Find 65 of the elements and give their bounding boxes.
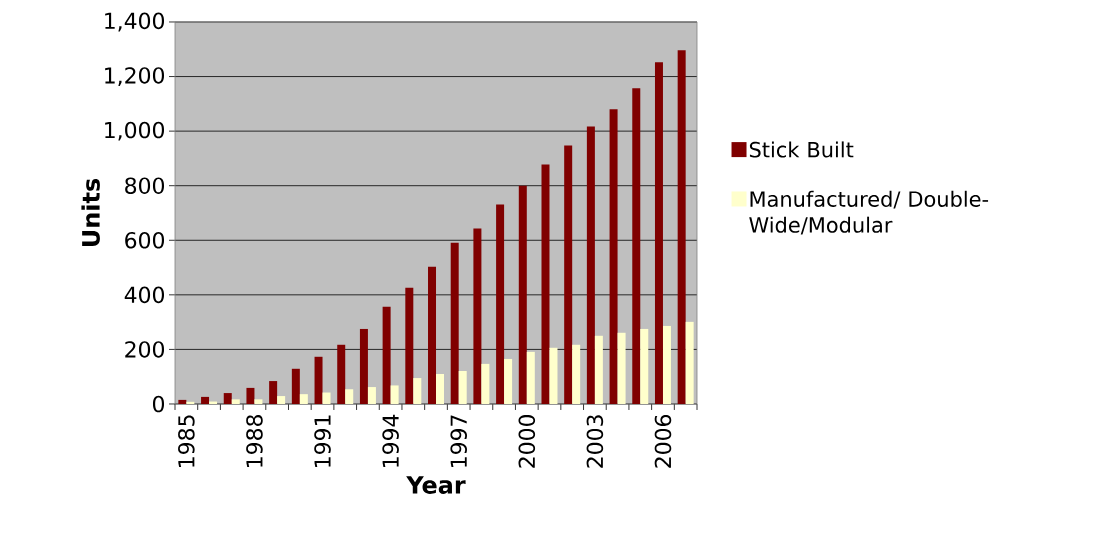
y-tick-label: 1,200 (105, 67, 165, 86)
y-tick-label: 1,000 (105, 121, 165, 141)
bar (541, 164, 550, 404)
bar (390, 385, 399, 404)
bar (314, 356, 323, 404)
x-tick-label: 1997 (450, 415, 467, 467)
bar (640, 328, 649, 404)
bar (572, 344, 581, 404)
bar (254, 399, 263, 404)
bar (277, 396, 286, 404)
bar (269, 381, 278, 404)
bar (632, 88, 641, 404)
bar (594, 335, 603, 404)
x-axis-title: Year (406, 476, 466, 494)
bar (246, 387, 255, 404)
bar (382, 306, 391, 404)
y-tick-label: 0 (152, 395, 165, 413)
legend-label: Manufactured/ Double-Wide/Modular (749, 190, 989, 235)
bar (345, 389, 354, 404)
bar (496, 204, 505, 404)
bar (473, 228, 482, 404)
bar (367, 387, 376, 404)
x-tick-label: 1988 (246, 415, 263, 467)
bar (359, 328, 368, 404)
bar (291, 368, 300, 404)
bar (405, 287, 414, 404)
y-tick-label: 400 (124, 286, 165, 304)
bar (526, 351, 535, 404)
bar (549, 347, 558, 404)
legend-label: Stick Built (749, 141, 854, 158)
bar (436, 373, 445, 404)
y-tick-label: 800 (125, 177, 165, 194)
bar (609, 109, 618, 404)
y-tick-label: 600 (125, 231, 165, 249)
bar (685, 321, 694, 404)
bar (186, 401, 195, 404)
y-axis-title: Units (81, 178, 100, 246)
bar (662, 325, 671, 404)
bar (223, 393, 232, 404)
x-tick-label: 2003 (586, 415, 604, 468)
bar (178, 399, 187, 404)
bar (201, 396, 210, 404)
x-tick-label: 2000 (518, 414, 536, 468)
bar (413, 378, 422, 404)
bar (518, 185, 527, 404)
bar (337, 344, 346, 404)
bar (617, 332, 626, 404)
y-tick-label: 1,400 (105, 12, 165, 32)
bar (428, 266, 437, 404)
bar (458, 370, 467, 404)
bar (564, 145, 573, 404)
bar (504, 358, 513, 404)
bar (231, 399, 240, 404)
x-tick-label: 1994 (382, 414, 399, 467)
x-tick-label: 2006 (654, 414, 672, 468)
bar (322, 392, 331, 404)
bar (481, 363, 490, 404)
bar (654, 62, 663, 404)
x-tick-label: 1991 (314, 415, 331, 467)
y-tick-label: 200 (125, 341, 165, 358)
x-tick-label: 1985 (178, 415, 195, 467)
bar (299, 394, 308, 404)
bar (677, 50, 686, 404)
bar (586, 126, 595, 404)
bar (450, 242, 459, 404)
